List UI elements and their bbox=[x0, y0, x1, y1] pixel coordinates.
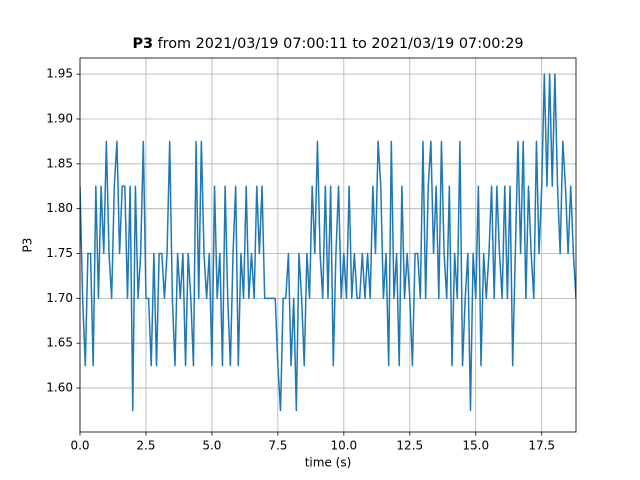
y-tick-label: 1.70 bbox=[46, 291, 73, 305]
x-tick-label: 15.0 bbox=[462, 439, 489, 453]
title-rest: from 2021/03/19 07:00:11 to 2021/03/19 0… bbox=[158, 36, 524, 52]
x-tick-label: 7.5 bbox=[268, 439, 287, 453]
x-tick-label: 12.5 bbox=[396, 439, 423, 453]
x-tick-label: 5.0 bbox=[202, 439, 221, 453]
x-axis-label: time (s) bbox=[305, 456, 352, 470]
y-tick-label: 1.65 bbox=[46, 336, 73, 350]
y-tick-label: 1.90 bbox=[46, 111, 73, 125]
y-tick-label: 1.80 bbox=[46, 201, 73, 215]
y-tick-label: 1.85 bbox=[46, 156, 73, 170]
chart-title: P3 from 2021/03/19 07:00:11 to 2021/03/1… bbox=[132, 36, 523, 52]
x-tick-label: 2.5 bbox=[136, 439, 155, 453]
y-tick-label: 1.75 bbox=[46, 246, 73, 260]
x-tick-label: 17.5 bbox=[528, 439, 555, 453]
y-tick-label: 1.60 bbox=[46, 381, 73, 395]
x-tick-label: 0.0 bbox=[70, 439, 89, 453]
data-line bbox=[80, 73, 576, 412]
y-axis-label: P3 bbox=[21, 238, 35, 253]
title-bold: P3 bbox=[132, 36, 153, 52]
x-tick-label: 10.0 bbox=[330, 439, 357, 453]
plot-frame bbox=[79, 57, 577, 433]
y-tick-label: 1.95 bbox=[46, 67, 73, 81]
